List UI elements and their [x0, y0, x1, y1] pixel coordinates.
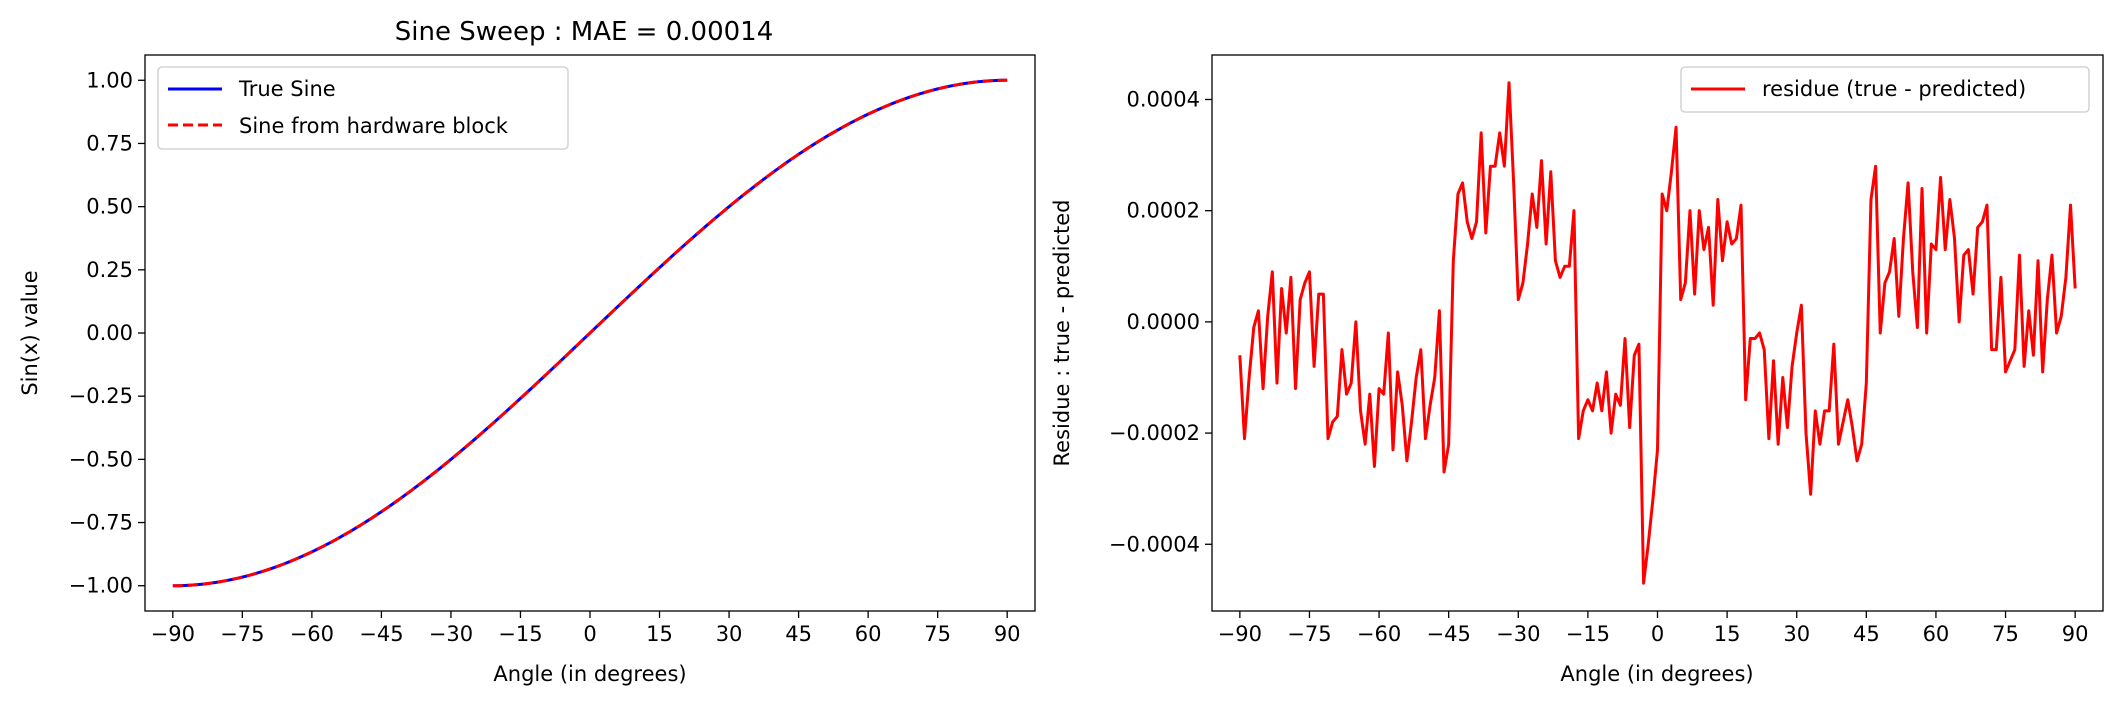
x-tick-label: −75 [1287, 622, 1331, 646]
x-axis-label-left: Angle (in degrees) [493, 662, 686, 686]
y-tick-label: 0.50 [86, 195, 133, 219]
y-tick-label: 1.00 [86, 68, 133, 92]
x-tick-label: 45 [1853, 622, 1880, 646]
x-tick-label: 60 [1923, 622, 1950, 646]
sine-sweep-panel: Sine Sweep : MAE = 0.00014 −90 −75 −60 −45−… [18, 17, 1036, 686]
y-tick-label: −0.50 [69, 447, 133, 471]
x-tick-label: −60 [1357, 622, 1401, 646]
x-axis-ticks-left: −90 −75 −60 −45 −30 −15 0 15 30 45 60 75 90 [151, 611, 1021, 646]
y-tick-label: 0.0000 [1127, 310, 1200, 334]
x-tick-label: 90 [994, 622, 1021, 646]
chart-title-left: Sine Sweep : MAE = 0.00014 [395, 17, 774, 47]
plot-area-right [1211, 54, 2104, 612]
y-tick-label: 0.0002 [1127, 199, 1200, 223]
x-tick-label: −15 [1566, 622, 1610, 646]
x-tick-label: −90 [151, 622, 195, 646]
legend-box-right [1680, 66, 2090, 113]
series-line-0 [1238, 81, 2077, 585]
series-line-1 [172, 78, 1008, 588]
x-tick-label: 75 [1992, 622, 2019, 646]
y-tick-label: 0.75 [86, 131, 133, 155]
x-tick-label: 0 [1651, 622, 1664, 646]
x-tick-label: 60 [855, 622, 882, 646]
x-tick-label: −60 [290, 622, 334, 646]
y-tick-label: −0.25 [69, 384, 133, 408]
x-tick-label: 0 [583, 622, 596, 646]
y-tick-label: 0.0004 [1127, 87, 1200, 111]
x-tick-label: −30 [1496, 622, 1540, 646]
y-tick-label: −1.00 [69, 574, 133, 598]
x-tick-label: −15 [498, 622, 542, 646]
x-axis-label-right: Angle (in degrees) [1560, 662, 1753, 686]
x-tick-label: −75 [220, 622, 264, 646]
y-tick-label: −0.0002 [1109, 421, 1200, 445]
y-tick-label: 0.00 [86, 321, 133, 345]
x-axis-ticks-right: −90 −75 −60 −45 −30 −15 0 15 30 45 60 75 90 [1218, 611, 2089, 646]
x-tick-label: 90 [2062, 622, 2089, 646]
x-tick-label: −45 [1427, 622, 1471, 646]
legend-box-left [157, 66, 569, 150]
x-tick-label: 15 [1714, 622, 1741, 646]
legend-label-hardware-sine: Sine from hardware block [239, 114, 509, 138]
legend-label-true-sine: True Sine [238, 77, 336, 101]
y-tick-label: −0.0004 [1109, 532, 1200, 556]
x-tick-label: 30 [716, 622, 743, 646]
x-tick-label: −90 [1218, 622, 1262, 646]
x-tick-label: −30 [429, 622, 473, 646]
x-tick-label: 15 [646, 622, 673, 646]
legend-label-residue: residue (true - predicted) [1762, 77, 2026, 101]
series-layer-right [1238, 81, 2077, 585]
y-axis-label-left: Sin(x) value [18, 270, 42, 395]
y-axis-ticks-left: −1.00 −0.75 −0.50 −0.25 0.00 0.25 0.50 0.75 1.00 [69, 68, 145, 598]
x-tick-label: 45 [785, 622, 812, 646]
legend-left: True Sine Sine from hardware block [157, 66, 569, 150]
y-axis-ticks-right: −0.0004 −0.0002 0.0000 0.0002 0.0004 [1109, 87, 1212, 556]
x-tick-label: 75 [924, 622, 951, 646]
series-layer-left [172, 78, 1008, 588]
residue-panel: −90 −75 −60 −45 −30 −15 0 15 30 45 60 75 90 −0.0004−… [1050, 54, 2104, 686]
y-axis-label-right: Residue : true - predicted [1050, 200, 1074, 467]
y-tick-label: −0.75 [69, 511, 133, 535]
legend-right: residue (true - predicted) [1680, 66, 2090, 113]
x-tick-label: 30 [1783, 622, 1810, 646]
y-tick-label: 0.25 [86, 258, 133, 282]
x-tick-label: −45 [359, 622, 403, 646]
